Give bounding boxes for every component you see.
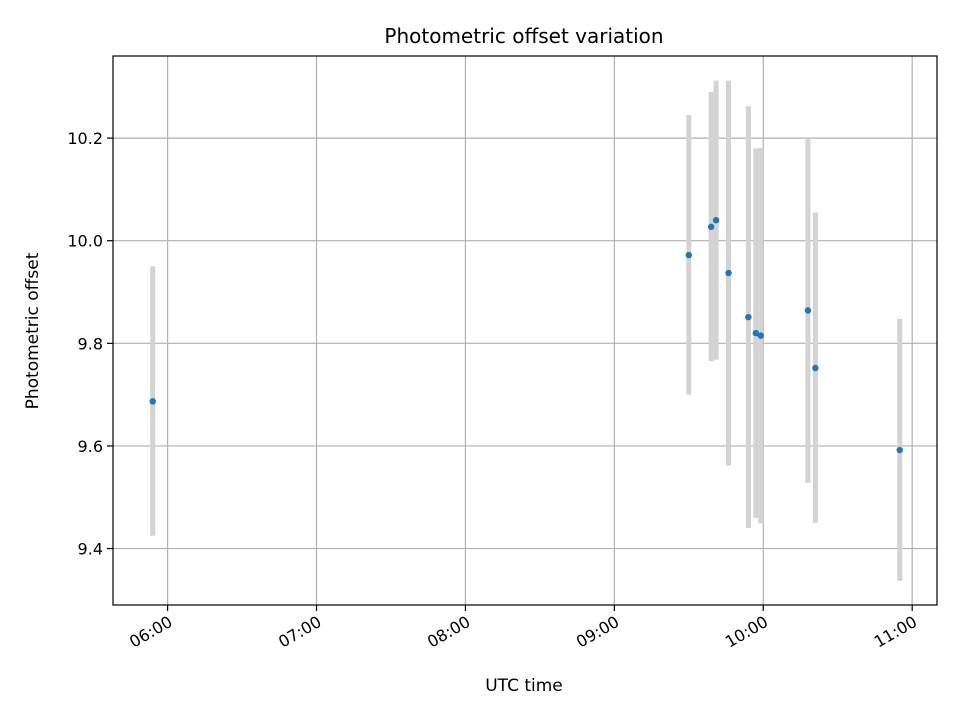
x-axis-label: UTC time xyxy=(485,676,563,696)
data-point xyxy=(712,216,720,224)
y-axis-label: Photometric offset xyxy=(23,252,43,409)
data-point xyxy=(896,446,903,454)
data-point xyxy=(685,251,693,259)
y-axis-ticks: 9.4 9.6 9.8 10.0 10.2 xyxy=(67,129,113,559)
data-point xyxy=(707,223,715,231)
y-tick-label: 9.6 xyxy=(78,437,103,456)
chart-title: Photometric offset variation xyxy=(384,24,663,48)
data-point xyxy=(745,313,752,321)
data-point xyxy=(812,364,819,372)
y-tick-label: 10.2 xyxy=(67,129,103,148)
y-tick-label: 9.8 xyxy=(78,334,103,353)
data-point xyxy=(757,332,764,339)
y-tick-label: 9.4 xyxy=(78,540,103,559)
data-point xyxy=(725,269,732,277)
y-tick-label: 10.0 xyxy=(67,232,103,251)
data-point xyxy=(804,307,812,314)
grid xyxy=(113,56,937,605)
plot-frame xyxy=(112,55,938,606)
data-point xyxy=(752,329,760,337)
data-points xyxy=(149,216,903,454)
data-point xyxy=(149,398,156,405)
